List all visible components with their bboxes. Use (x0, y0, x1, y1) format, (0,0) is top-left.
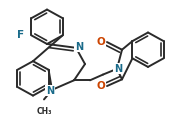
Text: O: O (96, 81, 105, 91)
Text: O: O (96, 37, 105, 47)
Text: N: N (75, 42, 83, 52)
Text: N: N (46, 86, 54, 96)
Text: F: F (17, 30, 24, 40)
Text: CH₃: CH₃ (36, 107, 52, 116)
Text: N: N (114, 64, 122, 74)
